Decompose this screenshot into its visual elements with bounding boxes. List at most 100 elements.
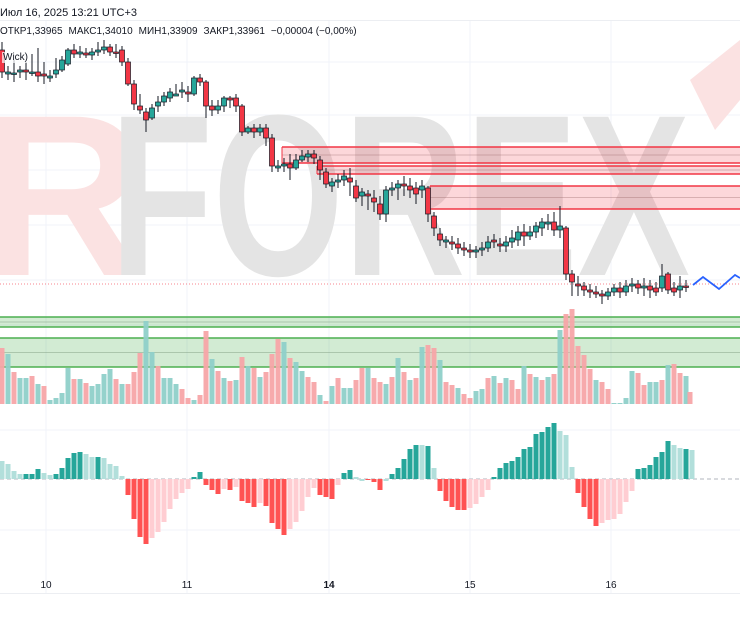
histogram-bar xyxy=(413,445,419,479)
histogram-bar xyxy=(641,468,647,479)
candle-body xyxy=(17,69,23,73)
high-value: 1,34010 xyxy=(96,26,133,37)
histogram-bar xyxy=(635,469,641,479)
histogram-bar xyxy=(431,468,437,479)
volume-bar xyxy=(227,381,233,404)
candle-body xyxy=(581,285,587,291)
histogram-bar xyxy=(239,479,245,501)
volume-bar xyxy=(575,346,581,404)
candle-body xyxy=(605,291,611,297)
candle-body xyxy=(545,221,551,225)
volume-bar xyxy=(605,389,611,404)
histogram-bar xyxy=(365,479,371,480)
histogram-bar xyxy=(59,468,65,479)
histogram-bar xyxy=(221,479,227,489)
histogram-bar xyxy=(209,479,215,490)
histogram-bar xyxy=(191,477,197,479)
histogram-bar xyxy=(503,463,509,479)
volume-bar xyxy=(431,348,437,404)
candle-body xyxy=(431,215,437,229)
candle-body xyxy=(95,49,101,53)
histogram-bar xyxy=(557,431,563,479)
histogram-bar xyxy=(659,452,665,479)
histogram-bar xyxy=(533,434,539,479)
histogram-bar xyxy=(293,479,299,522)
volume-bar xyxy=(107,369,113,404)
volume-bar xyxy=(5,354,11,404)
candle-body xyxy=(29,71,35,74)
candle-body xyxy=(377,203,383,215)
candle-body xyxy=(77,51,83,55)
histogram-bar xyxy=(563,435,569,479)
histogram-bar xyxy=(119,476,125,479)
histogram-bar xyxy=(527,447,533,479)
histogram-bar xyxy=(455,479,461,510)
histogram-bar xyxy=(251,479,257,507)
volume-bar xyxy=(599,382,605,404)
histogram-bar xyxy=(161,479,167,522)
chart-date-header: Июл 16, 2025 13:21 UTC+3 xyxy=(0,7,137,19)
volume-bar xyxy=(659,380,665,404)
ohlc-legend: ОТКР1,33965 МАКС1,34010 МИН1,33909 ЗАКР1… xyxy=(0,26,357,37)
histogram-bar xyxy=(215,479,221,494)
candle-body xyxy=(623,285,629,293)
histogram-bar xyxy=(83,454,89,479)
candle-body xyxy=(179,89,185,93)
candle-body xyxy=(329,181,335,187)
volume-bar xyxy=(647,382,653,404)
volume-bar xyxy=(611,403,617,404)
volume-bar xyxy=(263,372,269,404)
volume-bar xyxy=(287,358,293,404)
low-value: 1,33909 xyxy=(161,26,198,37)
candle-body xyxy=(269,137,275,167)
volume-bar xyxy=(443,382,449,404)
volume-bar xyxy=(491,376,497,404)
candle-body xyxy=(209,105,215,111)
watermark-text-gray: FOREX xyxy=(110,67,690,324)
histogram-bar xyxy=(437,479,443,491)
candle-body xyxy=(677,285,683,291)
histogram-bar xyxy=(167,479,173,509)
volume-bar xyxy=(95,384,101,404)
volume-bar xyxy=(401,372,407,404)
volume-bar xyxy=(317,395,323,404)
histogram-bar xyxy=(317,479,323,495)
candle-body xyxy=(437,233,443,241)
candle-body xyxy=(491,239,497,243)
histogram-bar xyxy=(515,457,521,479)
volume-bar xyxy=(167,378,173,404)
histogram-bar xyxy=(551,423,557,479)
histogram-bar xyxy=(629,479,635,491)
volume-bar xyxy=(503,378,509,404)
volume-bar xyxy=(467,398,473,404)
candle-body xyxy=(335,179,341,183)
candle-body xyxy=(425,187,431,215)
volume-bar xyxy=(149,352,155,404)
volume-bar xyxy=(671,364,677,404)
candle-body xyxy=(347,177,353,183)
candle-body xyxy=(359,191,365,197)
candle-body xyxy=(53,69,59,75)
volume-bar xyxy=(383,384,389,404)
candle-body xyxy=(515,231,521,241)
volume-bar xyxy=(419,347,425,404)
candle-body xyxy=(509,237,515,243)
time-axis[interactable]: 10 11 14 15 16 xyxy=(0,570,740,594)
histogram-bar xyxy=(35,469,41,479)
supply-zone xyxy=(430,186,740,209)
open-value: 1,33965 xyxy=(26,26,63,37)
histogram-indicator xyxy=(0,423,740,544)
histogram-bar xyxy=(419,445,425,479)
candle-body xyxy=(245,127,251,133)
candle-body xyxy=(671,287,677,293)
candle-body xyxy=(485,241,491,249)
time-axis-tick: 14 xyxy=(323,580,335,591)
histogram-bar xyxy=(0,461,5,479)
volume-bar xyxy=(323,401,329,404)
ohlc-low: МИН1,33909 xyxy=(139,26,198,37)
supply-demand-zones xyxy=(0,146,740,368)
indicator-legend-label[interactable]: Wick) xyxy=(2,52,29,63)
histogram-bar xyxy=(299,479,305,511)
volume-bar xyxy=(635,373,641,404)
